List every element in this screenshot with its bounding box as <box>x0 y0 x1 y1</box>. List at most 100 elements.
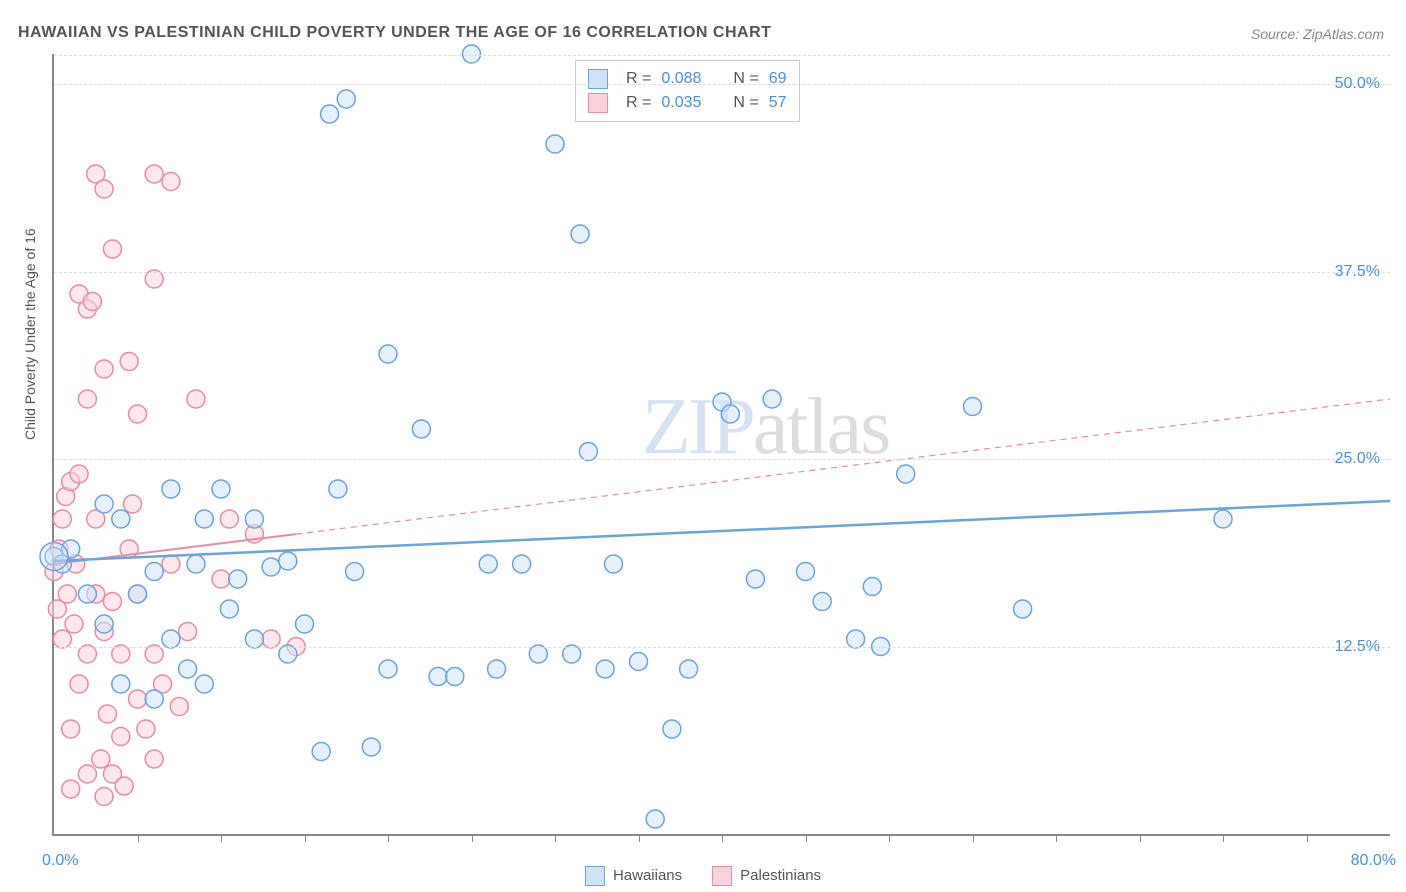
x-tick <box>555 834 556 842</box>
r-label: R = <box>626 70 651 88</box>
scatter-point <box>604 555 622 573</box>
scatter-point <box>663 720 681 738</box>
scatter-point <box>145 750 163 768</box>
legend-row: R = 0.035 N = 57 <box>588 91 787 115</box>
x-min-label: 0.0% <box>42 852 78 870</box>
scatter-point <box>1014 600 1032 618</box>
x-tick <box>889 834 890 842</box>
r-label: R = <box>626 94 651 112</box>
correlation-legend: R =0.088N =69R =0.035N =57 <box>575 60 800 122</box>
scatter-point <box>70 675 88 693</box>
y-tick-label: 37.5% <box>1335 263 1380 281</box>
scatter-point <box>329 480 347 498</box>
scatter-point <box>579 443 597 461</box>
scatter-point <box>162 555 180 573</box>
x-tick <box>722 834 723 842</box>
scatter-point <box>245 630 263 648</box>
scatter-point <box>279 552 297 570</box>
scatter-point <box>630 653 648 671</box>
scatter-point <box>137 720 155 738</box>
scatter-point <box>78 390 96 408</box>
scatter-point <box>321 105 339 123</box>
scatter-point <box>58 585 76 603</box>
scatter-point <box>179 623 197 641</box>
x-tick <box>1056 834 1057 842</box>
scatter-point <box>513 555 531 573</box>
scatter-point <box>1214 510 1232 528</box>
x-tick <box>221 834 222 842</box>
scatter-point <box>112 675 130 693</box>
y-tick-label: 12.5% <box>1335 638 1380 656</box>
scatter-point <box>379 660 397 678</box>
x-tick <box>472 834 473 842</box>
gridline <box>54 272 1390 273</box>
scatter-point <box>112 510 130 528</box>
r-value: 0.035 <box>661 94 701 112</box>
scatter-point <box>92 750 110 768</box>
n-label: N = <box>733 94 758 112</box>
chart-svg <box>54 54 1390 834</box>
scatter-point <box>479 555 497 573</box>
scatter-point <box>65 615 83 633</box>
scatter-point <box>103 240 121 258</box>
scatter-point <box>53 510 71 528</box>
scatter-point <box>78 585 96 603</box>
scatter-point <box>529 645 547 663</box>
scatter-point <box>229 570 247 588</box>
x-max-label: 80.0% <box>1351 852 1396 870</box>
legend-label-palestinians: Palestinians <box>740 867 821 884</box>
scatter-point <box>78 765 96 783</box>
scatter-point <box>95 180 113 198</box>
scatter-point <box>145 690 163 708</box>
x-tick <box>1140 834 1141 842</box>
scatter-point <box>646 810 664 828</box>
scatter-point <box>863 578 881 596</box>
legend-swatch <box>588 93 608 113</box>
x-tick <box>1223 834 1224 842</box>
scatter-point <box>488 660 506 678</box>
n-label: N = <box>733 70 758 88</box>
gridline <box>54 55 1390 56</box>
legend-row: R =0.088N =69 <box>588 67 787 91</box>
scatter-point <box>187 390 205 408</box>
scatter-point <box>162 630 180 648</box>
scatter-point <box>897 465 915 483</box>
gridline <box>54 84 1390 85</box>
scatter-point <box>220 510 238 528</box>
scatter-point <box>40 543 68 571</box>
source-label: Source: ZipAtlas.com <box>1251 26 1384 42</box>
x-tick <box>973 834 974 842</box>
x-tick <box>388 834 389 842</box>
scatter-point <box>596 660 614 678</box>
scatter-point <box>296 615 314 633</box>
scatter-point <box>98 705 116 723</box>
legend-swatch-palestinians <box>712 866 732 886</box>
scatter-point <box>112 645 130 663</box>
scatter-point <box>95 788 113 806</box>
scatter-point <box>145 270 163 288</box>
scatter-point <box>964 398 982 416</box>
x-tick <box>806 834 807 842</box>
n-value: 57 <box>769 94 787 112</box>
scatter-point <box>95 615 113 633</box>
scatter-point <box>170 698 188 716</box>
scatter-point <box>279 645 297 663</box>
scatter-point <box>763 390 781 408</box>
scatter-point <box>195 675 213 693</box>
scatter-point <box>179 660 197 678</box>
scatter-point <box>721 405 739 423</box>
gridline <box>54 647 1390 648</box>
scatter-point <box>212 570 230 588</box>
x-tick <box>1307 834 1308 842</box>
scatter-point <box>571 225 589 243</box>
scatter-point <box>162 173 180 191</box>
scatter-point <box>187 555 205 573</box>
chart-container: HAWAIIAN VS PALESTINIAN CHILD POVERTY UN… <box>0 0 1406 892</box>
scatter-point <box>212 480 230 498</box>
chart-title: HAWAIIAN VS PALESTINIAN CHILD POVERTY UN… <box>18 24 771 42</box>
scatter-point <box>245 510 263 528</box>
y-axis-label: Child Poverty Under the Age of 16 <box>22 228 38 440</box>
scatter-point <box>337 90 355 108</box>
r-value: 0.088 <box>661 70 701 88</box>
scatter-point <box>145 165 163 183</box>
